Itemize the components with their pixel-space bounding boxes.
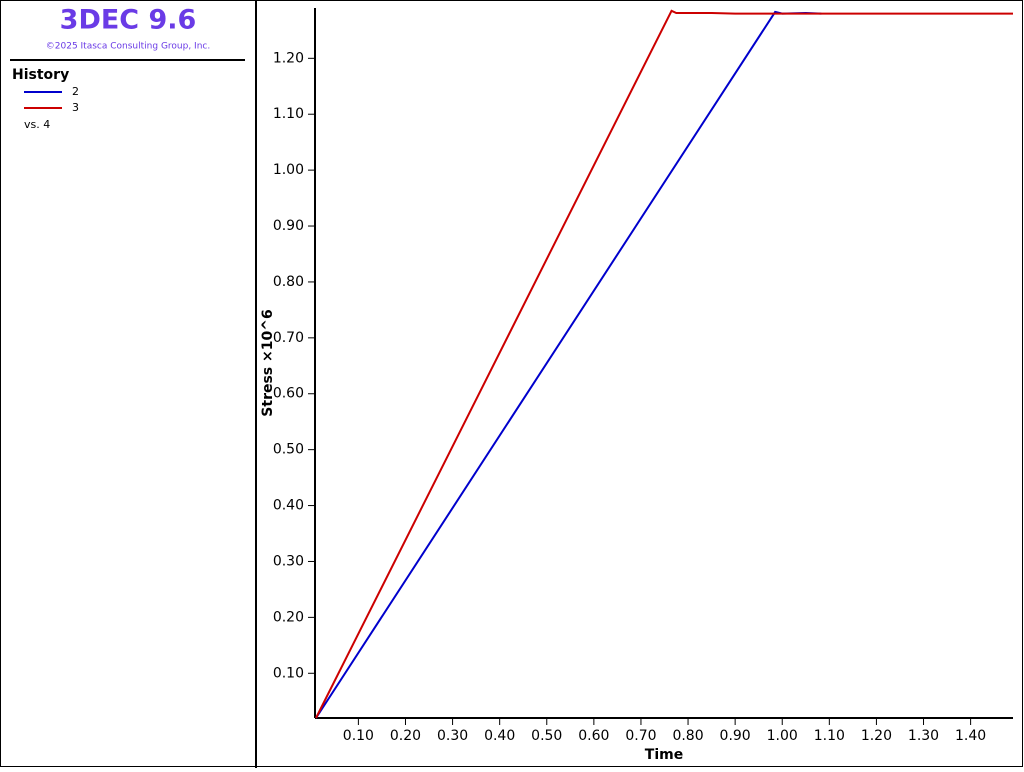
x-tick-label: 0.30 [437,728,468,744]
x-tick-label: 0.60 [578,728,609,744]
y-tick-label: 0.90 [273,218,304,234]
y-tick-label: 0.70 [273,330,304,346]
series-line [315,9,1013,719]
y-tick-label: 0.10 [273,665,304,681]
y-tick-label: 0.20 [273,609,304,625]
x-tick-label: 1.10 [814,728,845,744]
x-tick-label: 0.40 [484,728,515,744]
x-tick-label: 1.30 [908,728,939,744]
y-tick-label: 0.80 [273,274,304,290]
legend-title: History [12,67,69,83]
x-tick-label: 0.20 [390,728,421,744]
y-tick-label: 1.20 [273,50,304,66]
x-axis-label: Time [645,747,683,763]
y-axis-label: Stress ×10^6 [260,309,276,416]
x-tick-label: 0.90 [720,728,751,744]
app-title: 3DEC 9.6 [60,5,197,36]
x-tick-label: 1.00 [767,728,798,744]
x-tick-label: 0.10 [343,728,374,744]
x-tick-label: 0.80 [672,728,703,744]
y-tick-label: 0.60 [273,386,304,402]
y-tick-label: 0.50 [273,442,304,458]
x-tick-label: 1.20 [861,728,892,744]
y-tick-label: 1.10 [273,106,304,122]
y-tick-label: 0.40 [273,498,304,514]
y-tick-label: 1.00 [273,162,304,178]
y-tick-label: 0.30 [273,553,304,569]
legend-label: 3 [72,101,79,114]
x-tick-label: 1.40 [955,728,986,744]
legend-label: 2 [72,85,79,98]
legend-note: vs. 4 [24,118,50,131]
x-tick-label: 0.70 [625,728,656,744]
x-tick-label: 0.50 [531,728,562,744]
copyright: ©2025 Itasca Consulting Group, Inc. [46,42,210,52]
series-line [315,10,822,719]
